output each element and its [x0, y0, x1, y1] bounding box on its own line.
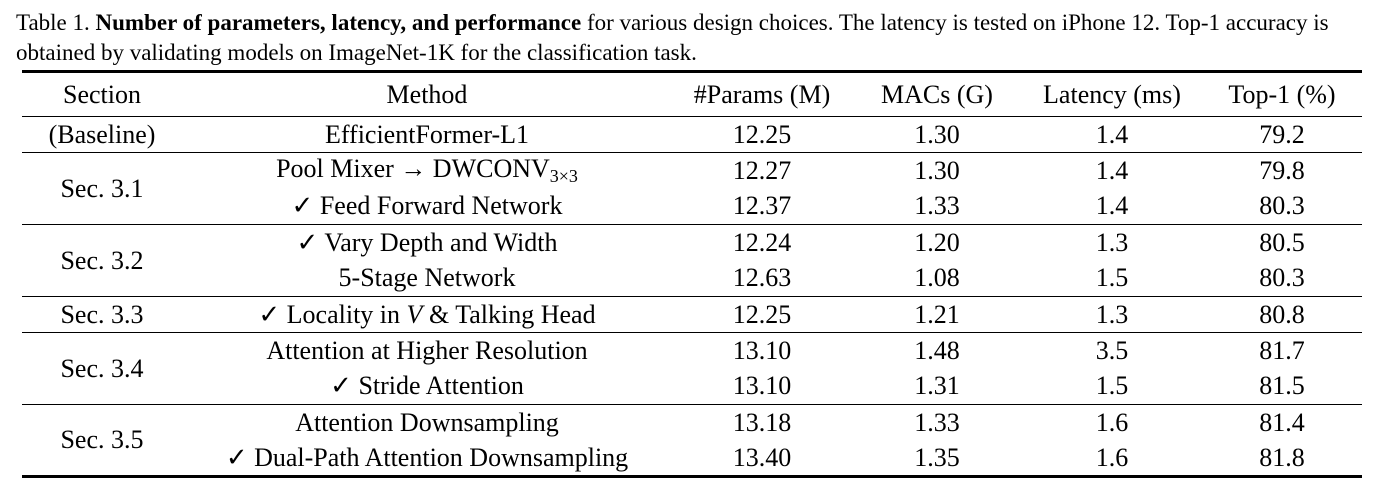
method-cell: EfficientFormer-L1: [182, 116, 672, 153]
latency-cell: 1.4: [1022, 152, 1202, 189]
method-cell: Pool Mixer → DWCONV3×3: [182, 152, 672, 189]
method-text: ✓ Locality in: [258, 299, 407, 329]
top1-cell: 80.8: [1202, 296, 1362, 333]
latency-cell: 1.4: [1022, 116, 1202, 153]
method-cell: ✓ Locality in V & Talking Head: [182, 296, 672, 333]
table-row: Sec. 3.5 Attention Downsampling 13.18 1.…: [22, 404, 1362, 478]
params-cell: 13.10: [732, 371, 792, 401]
method-text-tail: & Talking Head: [422, 299, 596, 329]
table-row: ✓ Stride Attention 13.10 1.31 1.5 81.5: [22, 369, 1362, 405]
top1-cell: 81.8: [1202, 440, 1362, 478]
macs-cell: 1.30: [852, 152, 1022, 189]
method-cell: ✓ Dual-Path Attention Downsampling: [182, 440, 672, 478]
method-text: Pool Mixer → DWCONV: [276, 154, 550, 184]
macs-cell: 1.20: [852, 224, 1022, 261]
macs-cell: 1.30: [852, 116, 1022, 153]
latency-cell: 1.5: [1095, 371, 1129, 401]
params-cell: 13.40: [672, 440, 852, 478]
macs-cell: 1.33: [914, 191, 960, 221]
section-cell: Sec. 3.5: [22, 404, 182, 478]
table-row: (Baseline) EfficientFormer-L1 12.25 1.30…: [22, 116, 1362, 153]
results-table: Section Method #Params (M) MACs (G) Late…: [22, 70, 1362, 478]
macs-cell: 1.21: [852, 296, 1022, 333]
top1-cell: 81.7: [1202, 332, 1362, 369]
top1-cell: 80.3: [1259, 191, 1305, 221]
macs-cell: 1.08: [914, 263, 960, 293]
table-row: Sec. 3.1 Pool Mixer → DWCONV3×3 12.27 1.…: [22, 152, 1362, 225]
table-body: (Baseline) EfficientFormer-L1 12.25 1.30…: [22, 116, 1362, 478]
params-cell: 12.25: [672, 116, 852, 153]
method-cell: ✓ Feed Forward Network: [291, 191, 563, 221]
section-cell: Sec. 3.4: [22, 332, 182, 405]
method-cell: ✓ Vary Depth and Width: [182, 224, 672, 261]
header-method: Method: [182, 70, 672, 117]
header-params: #Params (M): [672, 70, 852, 117]
header-macs: MACs (G): [852, 70, 1022, 117]
table-row: Sec. 3.4 Attention at Higher Resolution …: [22, 332, 1362, 405]
section-cell: Sec. 3.1: [22, 152, 182, 225]
params-cell: 12.25: [672, 296, 852, 333]
macs-cell: 1.33: [852, 404, 1022, 441]
latency-cell: 1.6: [1022, 440, 1202, 478]
table-row: 5-Stage Network 12.63 1.08 1.5 80.3: [22, 261, 1362, 297]
latency-cell: 3.5: [1022, 332, 1202, 369]
table-row: ✓ Feed Forward Network 12.37 1.33 1.4 80…: [22, 189, 1362, 225]
method-cell: Attention Downsampling: [182, 404, 672, 441]
params-cell: 13.18: [672, 404, 852, 441]
top1-cell: 80.3: [1259, 263, 1305, 293]
method-cell: Attention at Higher Resolution: [182, 332, 672, 369]
params-cell: 12.24: [672, 224, 852, 261]
macs-cell: 1.35: [852, 440, 1022, 478]
latency-cell: 1.4: [1095, 191, 1129, 221]
method-subscript: 3×3: [549, 166, 578, 187]
top1-cell: 79.8: [1202, 152, 1362, 189]
latency-cell: 1.3: [1022, 224, 1202, 261]
section-cell: (Baseline): [22, 116, 182, 153]
top1-cell: 81.5: [1259, 371, 1305, 401]
section-cell: Sec. 3.3: [22, 296, 182, 333]
macs-cell: 1.48: [852, 332, 1022, 369]
header-top1: Top-1 (%): [1202, 70, 1362, 117]
top1-cell: 79.2: [1202, 116, 1362, 153]
params-cell: 12.63: [732, 263, 792, 293]
table-row: ✓ Dual-Path Attention Downsampling 13.40…: [22, 440, 1362, 478]
macs-cell: 1.31: [914, 371, 960, 401]
top1-cell: 80.5: [1202, 224, 1362, 261]
params-cell: 12.37: [732, 191, 792, 221]
latency-cell: 1.3: [1022, 296, 1202, 333]
caption-body: for various design choices. The latency …: [16, 10, 1329, 65]
params-cell: 13.10: [672, 332, 852, 369]
header-section: Section: [22, 70, 182, 117]
header-latency: Latency (ms): [1022, 70, 1202, 117]
top1-cell: 81.4: [1202, 404, 1362, 441]
params-cell: 12.27: [672, 152, 852, 189]
latency-cell: 1.6: [1022, 404, 1202, 441]
section-cell: Sec. 3.2: [22, 224, 182, 297]
table-caption: Table 1. Number of parameters, latency, …: [16, 8, 1376, 68]
method-italic-variable: V: [406, 299, 423, 329]
caption-bold-title: Number of parameters, latency, and perfo…: [95, 10, 582, 35]
caption-prefix: Table 1.: [16, 10, 96, 35]
table-row: Sec. 3.2 ✓ Vary Depth and Width 12.24 1.…: [22, 224, 1362, 297]
header-row: Section Method #Params (M) MACs (G) Late…: [22, 70, 1362, 117]
method-cell: 5-Stage Network: [338, 263, 516, 293]
table-row: Sec. 3.3 ✓ Locality in V & Talking Head …: [22, 296, 1362, 333]
method-cell: ✓ Stride Attention: [330, 371, 524, 401]
latency-cell: 1.5: [1095, 263, 1129, 293]
